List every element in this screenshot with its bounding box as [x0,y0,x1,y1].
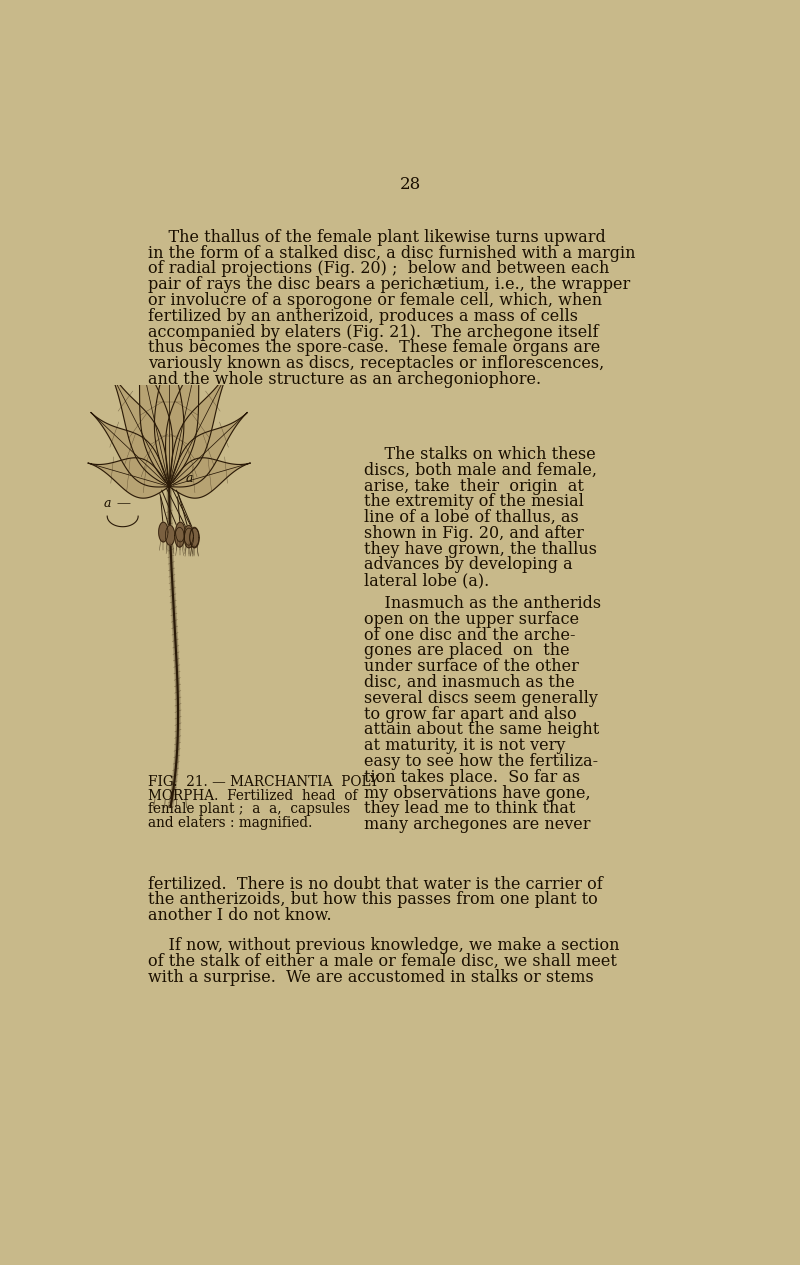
Text: with a surprise.  We are accustomed in stalks or stems: with a surprise. We are accustomed in st… [148,969,594,985]
Text: the antherizoids, but how this passes from one plant to: the antherizoids, but how this passes fr… [148,892,598,908]
Text: the extremity of the mesial: the extremity of the mesial [363,493,583,510]
Text: pair of rays the disc bears a perichætium, i.e., the wrapper: pair of rays the disc bears a perichætiu… [148,276,630,293]
Text: disc, and inasmuch as the: disc, and inasmuch as the [363,674,574,691]
Text: The thallus of the female plant likewise turns upward: The thallus of the female plant likewise… [148,229,606,245]
Text: The stalks on which these: The stalks on which these [363,447,595,463]
Text: open on the upper surface: open on the upper surface [363,611,578,627]
Polygon shape [166,330,204,487]
Text: a: a [186,472,194,484]
Text: line of a lobe of thallus, as: line of a lobe of thallus, as [363,509,578,526]
Text: tion takes place.  So far as: tion takes place. So far as [363,769,580,786]
Text: to grow far apart and also: to grow far apart and also [363,706,576,722]
Text: a: a [103,497,111,510]
Text: MORPHA.  Fertilized  head  of: MORPHA. Fertilized head of [148,789,358,803]
Polygon shape [190,528,199,548]
Text: easy to see how the fertiliza-: easy to see how the fertiliza- [363,753,598,770]
Polygon shape [169,412,247,487]
Polygon shape [158,522,168,541]
Polygon shape [169,458,250,498]
Text: and elaters : magnified.: and elaters : magnified. [148,816,313,830]
Text: and the whole structure as an archegoniophore.: and the whole structure as an archegonio… [148,371,541,388]
Text: of radial projections (Fig. 20) ;  below and between each: of radial projections (Fig. 20) ; below … [148,261,610,277]
Text: attain about the same height: attain about the same height [363,721,598,739]
Text: variously known as discs, receptacles or inflorescences,: variously known as discs, receptacles or… [148,355,604,372]
Text: If now, without previous knowledge, we make a section: If now, without previous knowledge, we m… [148,937,619,954]
Text: of one disc and the arche-: of one disc and the arche- [363,626,575,644]
Polygon shape [106,364,169,487]
Polygon shape [88,458,169,498]
Polygon shape [190,528,199,546]
Text: they lead me to think that: they lead me to think that [363,801,575,817]
Polygon shape [90,412,169,487]
Text: shown in Fig. 20, and after: shown in Fig. 20, and after [363,525,583,541]
Text: accompanied by elaters (Fig. 21).  The archegone itself: accompanied by elaters (Fig. 21). The ar… [148,324,598,340]
Polygon shape [184,528,194,548]
Text: arise, take  their  origin  at: arise, take their origin at [363,477,583,495]
Text: fertilized by an antherizoid, produces a mass of cells: fertilized by an antherizoid, produces a… [148,307,578,325]
Text: gones are placed  on  the: gones are placed on the [363,643,569,659]
Text: many archegones are never: many archegones are never [363,816,590,834]
Polygon shape [134,330,173,487]
Text: female plant ;  a  a,  capsules: female plant ; a a, capsules [148,802,350,816]
Text: several discs seem generally: several discs seem generally [363,689,598,707]
Polygon shape [175,528,184,546]
Text: thus becomes the spore-case.  These female organs are: thus becomes the spore-case. These femal… [148,339,600,357]
Text: they have grown, the thallus: they have grown, the thallus [363,540,597,558]
Text: 28: 28 [399,176,421,192]
Polygon shape [169,364,231,487]
Polygon shape [176,522,185,541]
Polygon shape [154,318,184,487]
Text: lateral lobe (a).: lateral lobe (a). [363,572,489,589]
Text: of the stalk of either a male or female disc, we shall meet: of the stalk of either a male or female … [148,953,617,970]
Polygon shape [166,525,174,545]
Text: at maturity, it is not very: at maturity, it is not very [363,737,565,754]
Text: fertilized.  There is no doubt that water is the carrier of: fertilized. There is no doubt that water… [148,875,603,893]
Text: Inasmuch as the antherids: Inasmuch as the antherids [363,595,601,612]
Text: discs, both male and female,: discs, both male and female, [363,462,597,478]
Text: FIG.  21. — MARCHANTIA  POLY-: FIG. 21. — MARCHANTIA POLY- [148,775,382,789]
Polygon shape [184,525,194,545]
Text: my observations have gone,: my observations have gone, [363,784,590,802]
Text: in the form of a stalked disc, a disc furnished with a margin: in the form of a stalked disc, a disc fu… [148,244,635,262]
Text: under surface of the other: under surface of the other [363,658,578,676]
Text: another I do not know.: another I do not know. [148,907,332,925]
Text: advances by developing a: advances by developing a [363,557,572,573]
Text: or involucre of a sporogone or female cell, which, when: or involucre of a sporogone or female ce… [148,292,602,309]
